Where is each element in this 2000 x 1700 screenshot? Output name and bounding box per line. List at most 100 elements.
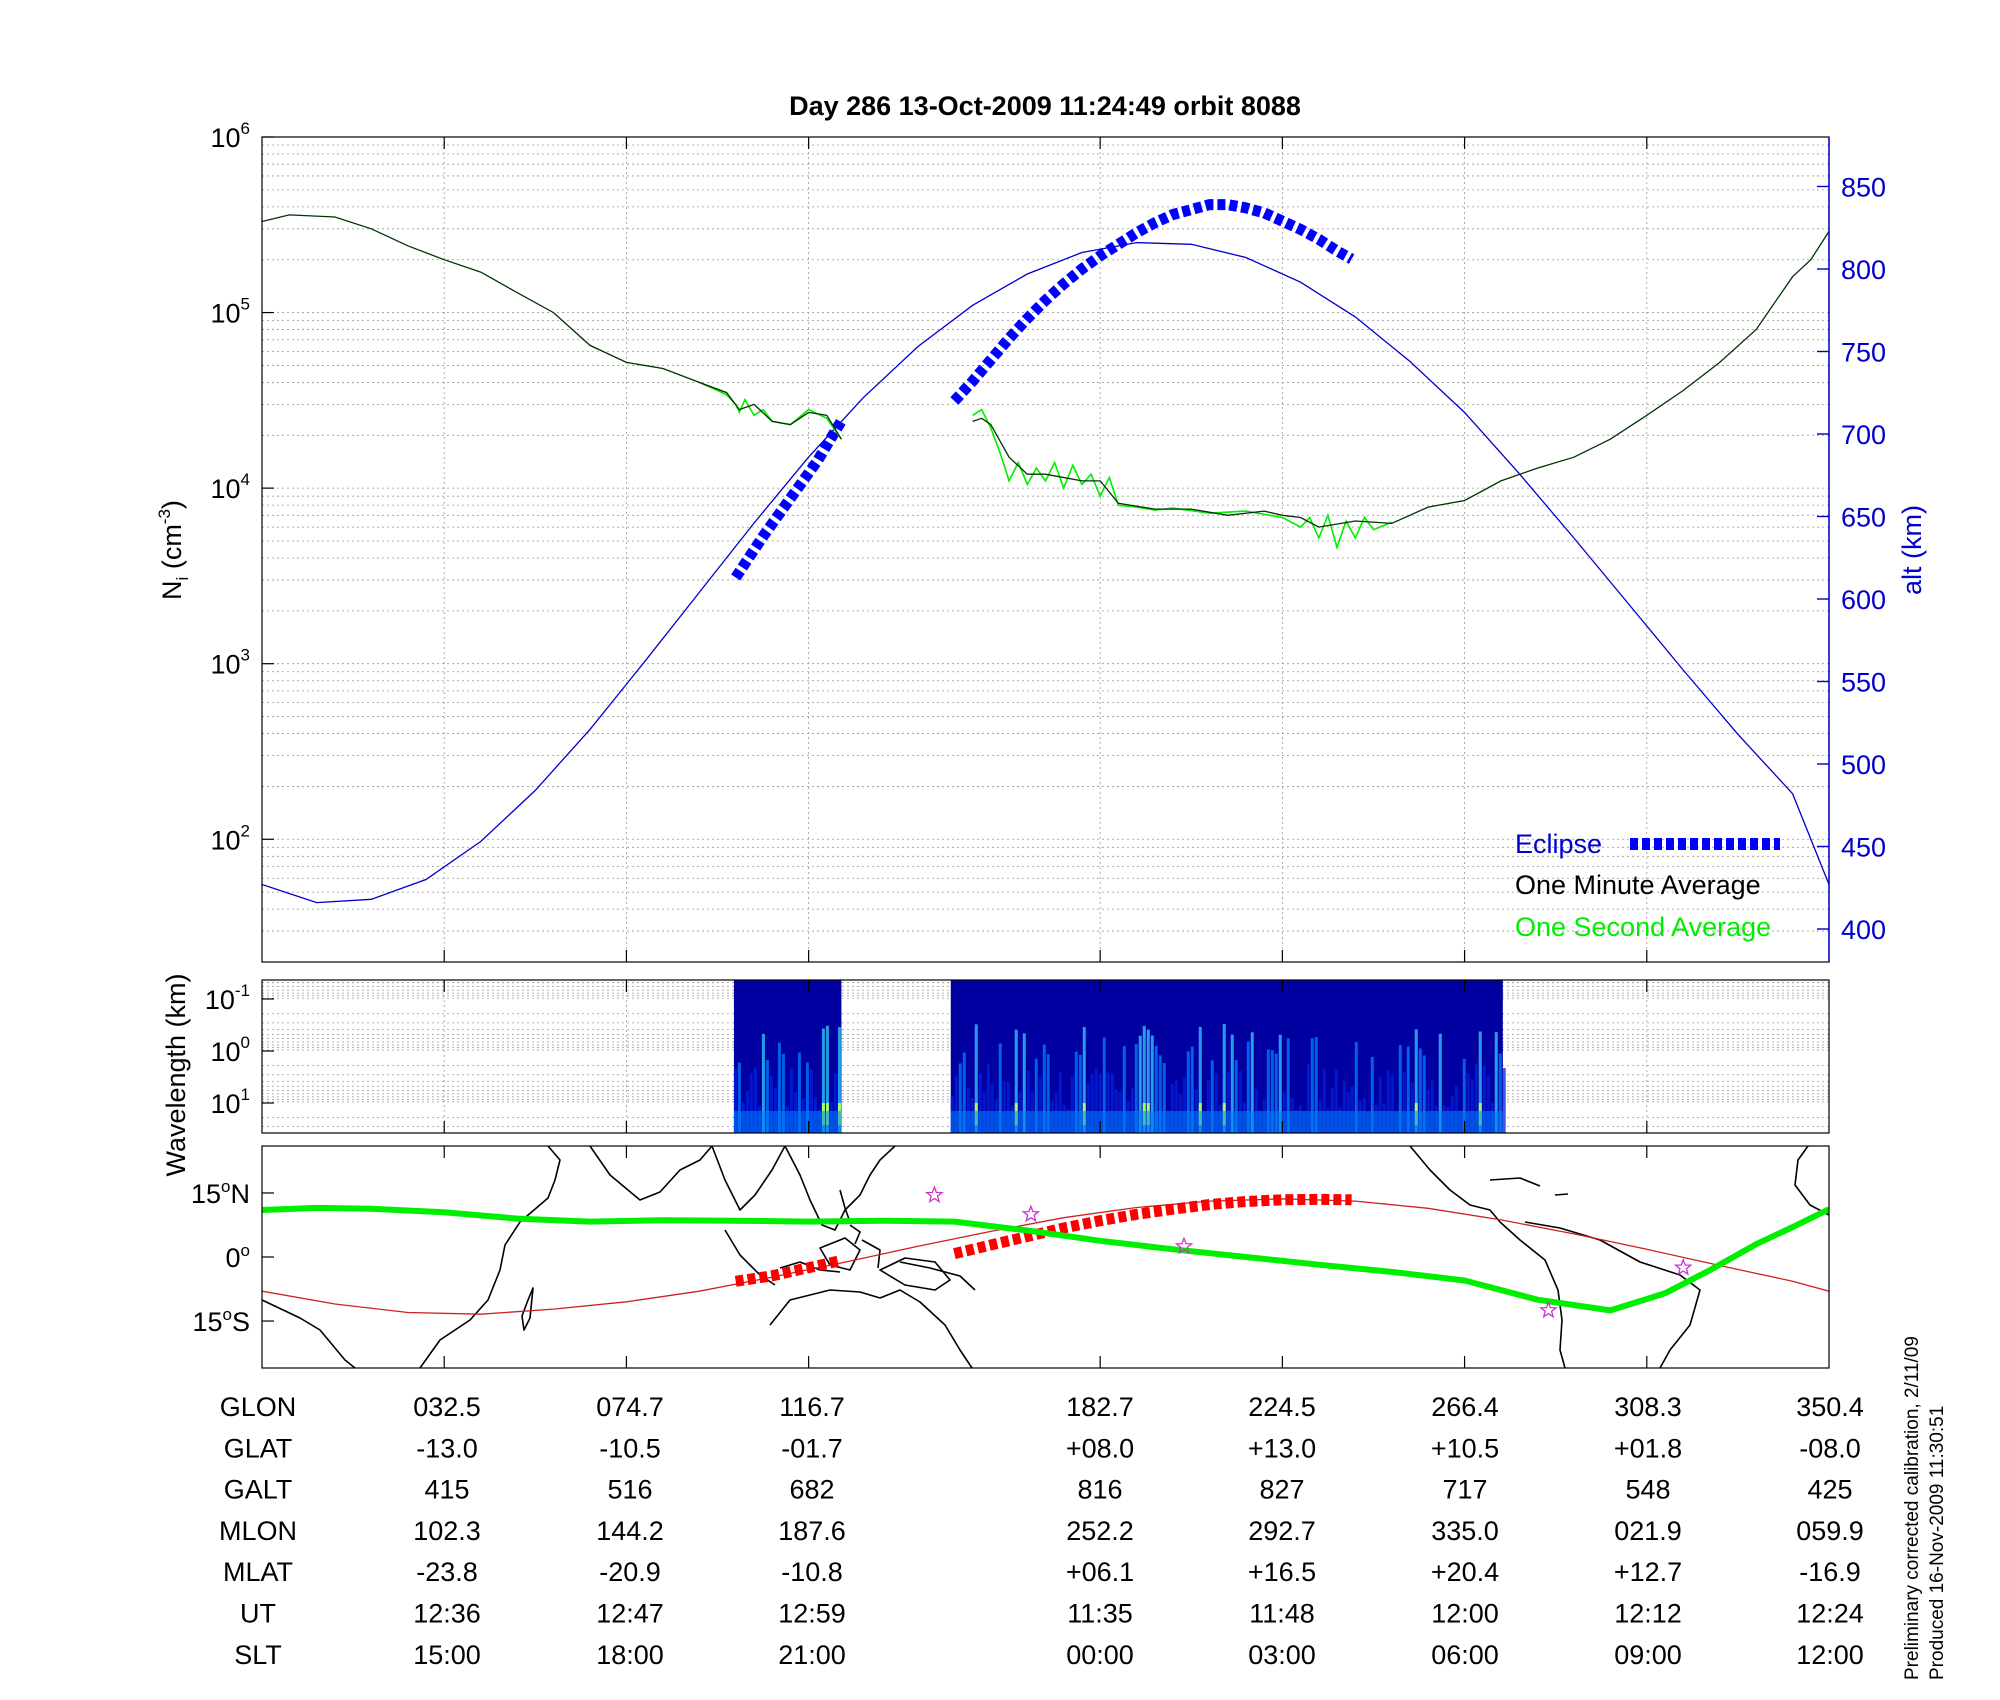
spectrogram-data: [733, 980, 1506, 1133]
table-cell: 252.2: [1066, 1516, 1134, 1546]
ephemeris-table: GLON 032.5 074.7 116.7 182.7 224.5 266.4 308.3 3…: [219, 1392, 1864, 1670]
table-cell: 102.3: [413, 1516, 481, 1546]
table-row-label: MLAT: [223, 1557, 293, 1587]
spectrogram-stripe: [1042, 1044, 1046, 1133]
spectrogram-stripe: [1306, 1064, 1310, 1133]
spectrogram-stripe: [1410, 1082, 1414, 1133]
table-cell: 682: [789, 1475, 834, 1505]
table-cell: -16.9: [1799, 1557, 1861, 1587]
spectrogram-stripe: [1046, 1054, 1050, 1133]
spectrogram-stripe: [1354, 1041, 1358, 1133]
spectrogram-stripe: [749, 1073, 753, 1133]
spectrogram-stripe: [1146, 1029, 1150, 1133]
spectrogram-gridlines: [262, 980, 1829, 1133]
table-cell: -23.8: [416, 1557, 478, 1587]
spectrogram-stripe: [1014, 1029, 1018, 1133]
spectrogram-stripe: [1162, 1063, 1166, 1133]
table-cell: 187.6: [778, 1516, 846, 1546]
station-star-markers: [924, 1185, 1693, 1319]
altitude-tick-label: 550: [1841, 668, 1886, 698]
spectrogram-stripe: [1438, 1033, 1442, 1133]
spectrogram-stripe: [1210, 1060, 1214, 1133]
table-cell: 059.9: [1796, 1516, 1864, 1546]
spectrogram-stripe: [958, 1063, 962, 1133]
table-cell: 548: [1625, 1475, 1670, 1505]
legend: Eclipse One Minute Average One Second Av…: [1515, 829, 1780, 942]
spectrogram-stripe: [1198, 1026, 1202, 1133]
spectrogram-stripe: [1070, 1075, 1074, 1133]
table-row-label: GLON: [220, 1392, 297, 1422]
spectrogram-stripe: [1222, 1023, 1226, 1133]
table-cell: 12:47: [596, 1599, 664, 1629]
spectrogram-stripe: [1102, 1037, 1106, 1133]
table-cell: 021.9: [1614, 1516, 1682, 1546]
spectrogram-stripe: [1150, 1035, 1154, 1133]
spectrogram-stripe: [1426, 1088, 1430, 1133]
spectrogram-stripe: [990, 1083, 994, 1133]
latitude-tick-label: 0o: [226, 1241, 251, 1273]
station-star: [1174, 1236, 1194, 1255]
eclipse-markers: [731, 199, 1355, 581]
altitude-tick-label: 650: [1841, 503, 1886, 533]
spectrogram-stripe: [1194, 1088, 1198, 1133]
spectrogram-stripe: [1026, 1070, 1030, 1133]
spectrogram-stripe: [1246, 1041, 1250, 1133]
india-coastline: [711, 1146, 786, 1211]
legend-eclipse-label: Eclipse: [1515, 829, 1602, 859]
table-cell: 292.7: [1248, 1516, 1316, 1546]
australia-coastline: [769, 1289, 973, 1368]
spectrogram-stripe: [1098, 1073, 1102, 1133]
spectrogram-stripe: [1074, 1051, 1078, 1133]
altitude-tick-label: 500: [1841, 750, 1886, 780]
ion-density-x-ticks: [443, 137, 1648, 962]
spectrogram-stripe: [1498, 1053, 1502, 1133]
spectrogram-stripe: [1002, 1081, 1006, 1133]
table-row-label: MLON: [219, 1516, 297, 1546]
ground-track-panel: 15oN 0o 15oS: [191, 1145, 1830, 1369]
latitude-tick-label: 15oS: [192, 1305, 250, 1337]
spectrogram-stripe: [1462, 1058, 1466, 1133]
spectrogram-stripe: [954, 1075, 958, 1133]
wavelength-axis-ticks: 10-1 100 101: [205, 981, 274, 1119]
madagascar-coastline: [521, 1287, 534, 1331]
spectrogram-stripe: [1234, 1060, 1238, 1133]
spectrogram-stripe: [1038, 1076, 1042, 1133]
spectrogram-stripe: [805, 1062, 809, 1133]
latitude-tick-label: 15oN: [191, 1177, 250, 1209]
coastlines: [262, 1146, 1829, 1368]
table-cell: 516: [607, 1475, 652, 1505]
spectrogram-frame: [261, 979, 1830, 1134]
altitude-tick-label: 750: [1841, 338, 1886, 368]
spectrogram-stripe: [1214, 1073, 1218, 1133]
spectrogram-stripe: [1130, 1088, 1134, 1133]
density-tick-label: 103: [210, 646, 250, 680]
table-row-label: GALT: [224, 1475, 293, 1505]
spectrogram-stripe: [789, 1068, 793, 1133]
table-row-label: SLT: [234, 1640, 282, 1670]
spectrogram-stripe: [1142, 1025, 1146, 1133]
spectrogram-stripe: [1398, 1044, 1402, 1133]
spectrogram-low-band: [950, 1111, 1503, 1133]
spectrogram-stripe: [1478, 1031, 1482, 1133]
spectrogram-stripe: [733, 1068, 737, 1133]
spectrogram-stripe: [1110, 1073, 1114, 1133]
table-cell: 12:00: [1796, 1640, 1864, 1670]
spectrogram-stripe: [974, 1024, 978, 1133]
south-america-coastline: [1499, 1221, 1701, 1368]
table-cell: +20.4: [1431, 1557, 1499, 1587]
density-tick-label: 104: [210, 470, 250, 504]
spectrogram-stripe: [765, 1059, 769, 1133]
table-cell: 12:00: [1431, 1599, 1499, 1629]
spectrogram-stripe: [1090, 1073, 1094, 1133]
table-cell: 06:00: [1431, 1640, 1499, 1670]
spectrogram-stripe: [1034, 1058, 1038, 1133]
one-minute-average-line: [262, 214, 1829, 528]
table-cell: -01.7: [781, 1433, 843, 1463]
table-cell: +08.0: [1066, 1433, 1134, 1463]
ion-density-panel: 106 105 104 103 102 850 800 750 700 650 600 550 500…: [155, 119, 1927, 963]
spectrogram-stripe: [1402, 1072, 1406, 1133]
density-tick-label: 102: [210, 821, 250, 855]
table-cell: -10.8: [781, 1557, 843, 1587]
spectrogram-stripe: [1482, 1065, 1486, 1133]
table-cell: 12:36: [413, 1599, 481, 1629]
